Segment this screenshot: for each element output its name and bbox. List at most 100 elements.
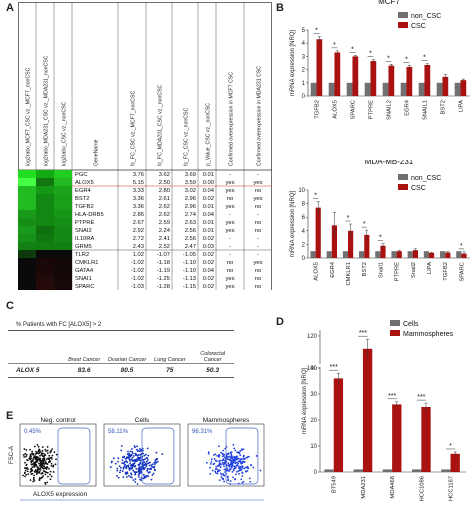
heatmap-cell <box>36 178 54 186</box>
value-cell: 0.01 <box>203 172 214 178</box>
event-dot <box>29 468 32 470</box>
significance-marker: * <box>387 55 390 62</box>
x-tick-label: ALOX5 <box>314 262 320 281</box>
event-dot <box>242 455 245 458</box>
significance-marker: * <box>460 243 463 250</box>
value-cell: 3.69 <box>185 172 196 178</box>
y-tick-label: 30 <box>310 392 317 398</box>
heatmap-cell <box>36 258 54 266</box>
gene-name: IL10RA <box>75 236 94 242</box>
event-dot <box>50 464 53 467</box>
y-axis-label: mRNA expression [NRQ] <box>290 29 296 96</box>
heatmap-cell <box>18 234 36 242</box>
x-tick-label: Snail2 <box>411 262 417 278</box>
value-cell: -1.07 <box>157 252 170 258</box>
bar-treatment <box>348 230 354 258</box>
mda231-confirmed: no <box>255 228 261 234</box>
event-dot <box>127 474 130 477</box>
event-dot <box>123 460 126 463</box>
event-dot <box>246 466 249 469</box>
event-dot <box>44 481 47 484</box>
legend-label: CSC <box>411 23 426 30</box>
event-dot <box>249 464 252 466</box>
mcf7-confirmed: yes <box>225 204 234 210</box>
event-dot <box>49 460 52 463</box>
event-dot <box>130 458 133 461</box>
value-cell: -1.28 <box>157 284 170 290</box>
value-cell: 0.03 <box>203 244 214 250</box>
event-dot <box>209 463 212 465</box>
event-dot <box>132 463 135 466</box>
bar-baseline <box>359 251 365 258</box>
event-dot <box>25 467 27 470</box>
gene-name: GATA4 <box>75 268 94 274</box>
value-cell: 2.59 <box>159 220 170 226</box>
heatmap-cell <box>18 274 36 282</box>
event-dot <box>128 468 131 471</box>
event-dot <box>31 450 34 453</box>
event-dot <box>48 457 51 460</box>
value-cell: 0.01 <box>203 220 214 226</box>
event-dot <box>215 465 218 468</box>
event-dot <box>225 469 228 471</box>
event-dot <box>27 473 30 476</box>
heatmap-cell <box>36 282 54 290</box>
y-tick-label: 6 <box>302 215 306 221</box>
event-dot <box>46 481 49 484</box>
column-ovarian-cancer: Ovarian Cancer <box>107 357 147 363</box>
heatmap-cell <box>36 186 54 194</box>
event-dot <box>32 458 35 460</box>
gene-name: TGFB2 <box>75 204 94 210</box>
event-dot <box>38 468 40 471</box>
event-dot <box>23 472 26 475</box>
value-cell: 0.02 <box>203 196 214 202</box>
legend-swatch <box>398 174 408 180</box>
event-dot <box>209 472 212 475</box>
event-dot <box>227 478 230 481</box>
event-dot <box>239 469 242 472</box>
event-dot <box>49 478 52 481</box>
event-dot <box>241 462 244 465</box>
value-cell: 3.02 <box>185 188 196 194</box>
event-dot <box>23 456 26 458</box>
column-header: fc_FC_CSC vz._MCF7_nonCSC <box>131 91 137 166</box>
bar-treatment <box>442 76 449 96</box>
value-cell: 2.96 <box>185 196 196 202</box>
panel-label-a: A <box>6 2 14 14</box>
legend-label: CSC <box>411 185 426 192</box>
event-dot <box>127 465 130 468</box>
event-dot <box>123 465 126 468</box>
event-dot <box>29 458 32 461</box>
x-tick-label: ALOX5 <box>332 100 338 119</box>
event-dot <box>49 473 51 476</box>
event-dot <box>241 465 244 468</box>
event-dot <box>230 455 233 458</box>
significance-marker: * <box>347 215 350 222</box>
event-dot <box>153 466 156 469</box>
event-dot <box>146 475 149 478</box>
event-dot <box>29 448 31 451</box>
heatmap-cell <box>36 266 54 274</box>
value-colorectal: 50.3 <box>206 367 219 374</box>
heatmap-cell <box>54 274 72 282</box>
event-dot <box>134 452 137 455</box>
event-dot <box>26 470 29 473</box>
value-cell: 5.15 <box>133 180 144 186</box>
y-tick-label: 10 <box>298 188 305 194</box>
event-dot <box>232 460 235 463</box>
bar-baseline <box>407 251 413 258</box>
event-dot <box>31 469 34 472</box>
event-dot <box>228 455 231 458</box>
heatmap-cell <box>54 210 72 218</box>
event-dot <box>135 467 138 470</box>
event-dot <box>129 462 132 465</box>
event-dot <box>131 448 133 450</box>
bar-treatment <box>461 253 467 258</box>
mcf7-confirmed: yes <box>225 276 234 282</box>
y-tick-label: 0 <box>314 470 318 476</box>
heatmap-cell <box>54 226 72 234</box>
event-dot <box>129 455 132 458</box>
event-dot <box>227 453 229 455</box>
mcf7-confirmed: yes <box>225 284 234 290</box>
event-dot <box>142 477 145 480</box>
